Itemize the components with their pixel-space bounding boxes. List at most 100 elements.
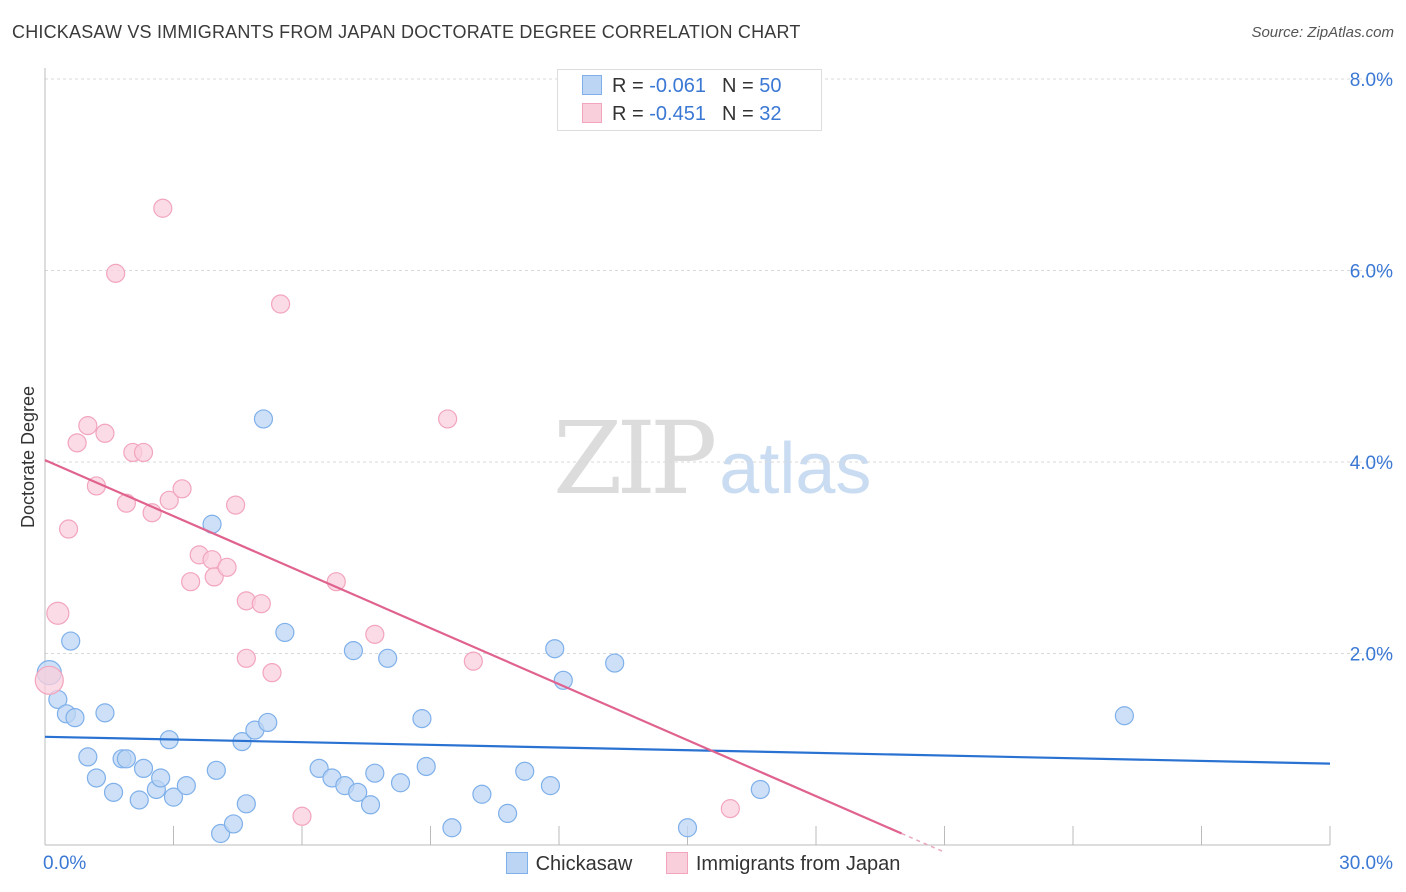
data-point	[677, 818, 698, 838]
data-point	[270, 294, 291, 314]
data-point	[163, 787, 184, 807]
data-point	[172, 479, 192, 499]
data-point	[1114, 706, 1135, 726]
data-point	[116, 749, 136, 769]
data-point	[67, 433, 87, 453]
data-point	[223, 814, 244, 834]
data-point	[176, 776, 196, 796]
legend-item-japan: Immigrants from Japan	[665, 852, 901, 876]
data-point	[605, 653, 625, 673]
legend-label-japan: Immigrants from Japan	[695, 853, 901, 875]
trend-lines	[44, 459, 1331, 853]
data-point	[442, 818, 462, 838]
legend-n-value: 50	[759, 75, 782, 97]
legend-label-chickasaw: Chickasaw	[535, 853, 633, 875]
data-point	[258, 712, 278, 733]
data-point	[498, 803, 518, 824]
data-point	[463, 651, 483, 671]
data-point	[365, 763, 385, 783]
legend-swatch-japan	[582, 103, 602, 123]
data-point	[236, 648, 256, 668]
legend-n-value: 32	[759, 103, 782, 125]
y-tick-label: 2.0%	[1350, 645, 1393, 666]
stats-legend: R = -0.061 N = 50 R = -0.451 N = 32	[557, 69, 822, 131]
data-point	[133, 758, 154, 779]
data-point	[116, 493, 136, 513]
y-tick-label: 8.0%	[1350, 70, 1393, 91]
series-japan-points	[34, 198, 740, 826]
data-point	[58, 519, 79, 539]
data-point	[262, 663, 282, 683]
data-point	[34, 665, 64, 695]
data-point	[95, 703, 115, 723]
data-point	[78, 416, 98, 436]
data-point	[416, 756, 436, 777]
data-point	[159, 490, 179, 510]
series-legend: Chickasaw Immigrants from Japan	[0, 852, 1406, 876]
data-point	[309, 758, 329, 779]
data-point	[540, 776, 561, 796]
x-tick-label: 30.0%	[1339, 853, 1393, 874]
y-axis-title: Doctorate Degree	[18, 386, 38, 528]
data-point	[217, 557, 237, 577]
data-point	[438, 409, 458, 429]
chart-title: CHICKASAW VS IMMIGRANTS FROM JAPAN DOCTO…	[12, 22, 801, 42]
data-point	[78, 747, 98, 767]
data-point	[292, 806, 312, 826]
data-point	[46, 601, 70, 625]
data-point	[251, 594, 271, 614]
data-point	[515, 761, 535, 781]
legend-row-chickasaw: R = -0.061 N = 50	[582, 74, 781, 98]
legend-item-chickasaw: Chickasaw	[505, 852, 633, 876]
axes	[44, 68, 1331, 846]
data-point	[211, 823, 231, 844]
data-point	[412, 709, 432, 729]
data-point	[226, 495, 246, 515]
legend-swatch-chickasaw	[582, 75, 602, 95]
axis-labels: 2.0% 4.0% 6.0% 8.0% 0.0% 30.0% Doctorate Degre…	[18, 70, 1393, 874]
y-tick-label: 4.0%	[1350, 453, 1393, 474]
legend-n-label: N =	[721, 103, 760, 125]
data-point	[106, 263, 126, 283]
legend-n-label: N =	[721, 75, 760, 97]
source-credit: Source: ZipAtlas.com	[1251, 24, 1394, 41]
legend-swatch-japan	[665, 852, 688, 874]
data-point	[151, 768, 171, 788]
data-point	[360, 795, 381, 815]
trend-line-japan-extension	[901, 832, 945, 853]
data-point	[750, 779, 770, 800]
trend-line-japan	[44, 459, 903, 835]
gridlines	[45, 78, 1392, 654]
data-point	[365, 624, 385, 644]
data-point	[472, 784, 492, 804]
data-point	[545, 639, 565, 659]
legend-r-label: R =	[612, 75, 650, 97]
data-point	[390, 773, 411, 793]
data-point	[206, 760, 226, 780]
data-point	[129, 790, 149, 810]
data-point	[133, 442, 154, 463]
data-point	[65, 708, 85, 728]
data-point	[348, 782, 368, 802]
trend-line-chickasaw	[44, 735, 1331, 765]
legend-r-value: -0.061	[649, 75, 706, 97]
data-point	[720, 799, 740, 819]
data-point	[86, 768, 107, 788]
data-point	[95, 423, 115, 443]
data-point	[253, 409, 274, 429]
data-point	[181, 572, 201, 592]
data-point	[236, 794, 256, 814]
series-chickasaw-points	[36, 409, 1135, 844]
data-point	[204, 567, 224, 587]
y-tick-label: 6.0%	[1350, 262, 1393, 283]
legend-r-value: -0.451	[649, 103, 706, 125]
data-point	[103, 782, 124, 802]
data-point	[153, 198, 173, 218]
data-point	[378, 648, 398, 668]
x-tick-label: 0.0%	[43, 853, 86, 874]
legend-row-japan: R = -0.451 N = 32	[582, 102, 795, 126]
legend-swatch-chickasaw	[505, 852, 528, 874]
legend-r-label: R =	[612, 103, 650, 125]
data-point	[61, 631, 81, 651]
